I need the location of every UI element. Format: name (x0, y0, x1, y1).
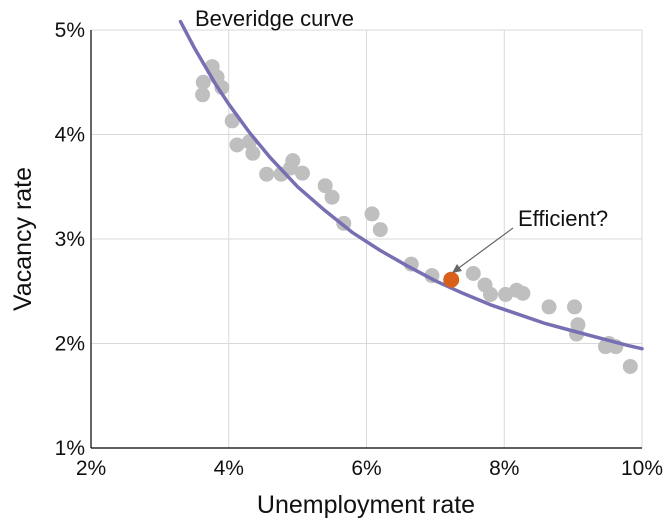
data-point (229, 137, 245, 153)
data-point (482, 286, 498, 302)
data-point (515, 285, 531, 301)
data-point (317, 178, 333, 194)
data-point (465, 265, 481, 281)
y-tick-label: 2% (55, 333, 85, 356)
curve-label: Beveridge curve (195, 6, 354, 31)
y-tick-label: 1% (55, 437, 85, 460)
data-point (245, 145, 261, 161)
data-point (567, 299, 583, 315)
grid-lines (91, 29, 643, 448)
y-tick-label: 5% (55, 19, 85, 42)
efficient-label: Efficient? (518, 206, 608, 231)
data-point (541, 299, 557, 315)
beveridge-curve (178, 19, 644, 351)
data-point (195, 74, 211, 90)
y-tick-label: 4% (55, 124, 85, 147)
data-points (195, 59, 638, 374)
data-point (324, 189, 340, 205)
y-axis-title: Vacancy rate (9, 167, 37, 311)
data-point (294, 165, 310, 181)
efficient-point-layer (443, 271, 460, 288)
data-point (224, 113, 240, 129)
x-axis-title: Unemployment rate (257, 491, 475, 519)
x-tick-label: 10% (621, 457, 663, 480)
x-tick-label: 4% (214, 457, 244, 480)
data-point (570, 317, 586, 333)
x-tick-label: 6% (351, 457, 381, 480)
data-point (364, 206, 380, 222)
beveridge-curve-layer (178, 19, 644, 351)
y-tick-label: 3% (55, 228, 85, 251)
y-tick-labels: 1% 2% 3% 4% 5% (55, 19, 85, 460)
x-tick-labels: 2% 4% 6% 8% 10% (76, 457, 663, 480)
data-point (372, 222, 388, 238)
data-point (285, 153, 301, 169)
data-point (259, 166, 275, 182)
x-tick-label: 2% (76, 457, 106, 480)
efficient-arrow-line (455, 227, 514, 271)
data-point (214, 79, 230, 95)
efficient-point (443, 271, 460, 288)
efficient-arrow-head (452, 264, 462, 273)
data-point (622, 358, 638, 374)
x-tick-label: 8% (489, 457, 519, 480)
data-point (195, 87, 211, 103)
axes (90, 30, 642, 449)
